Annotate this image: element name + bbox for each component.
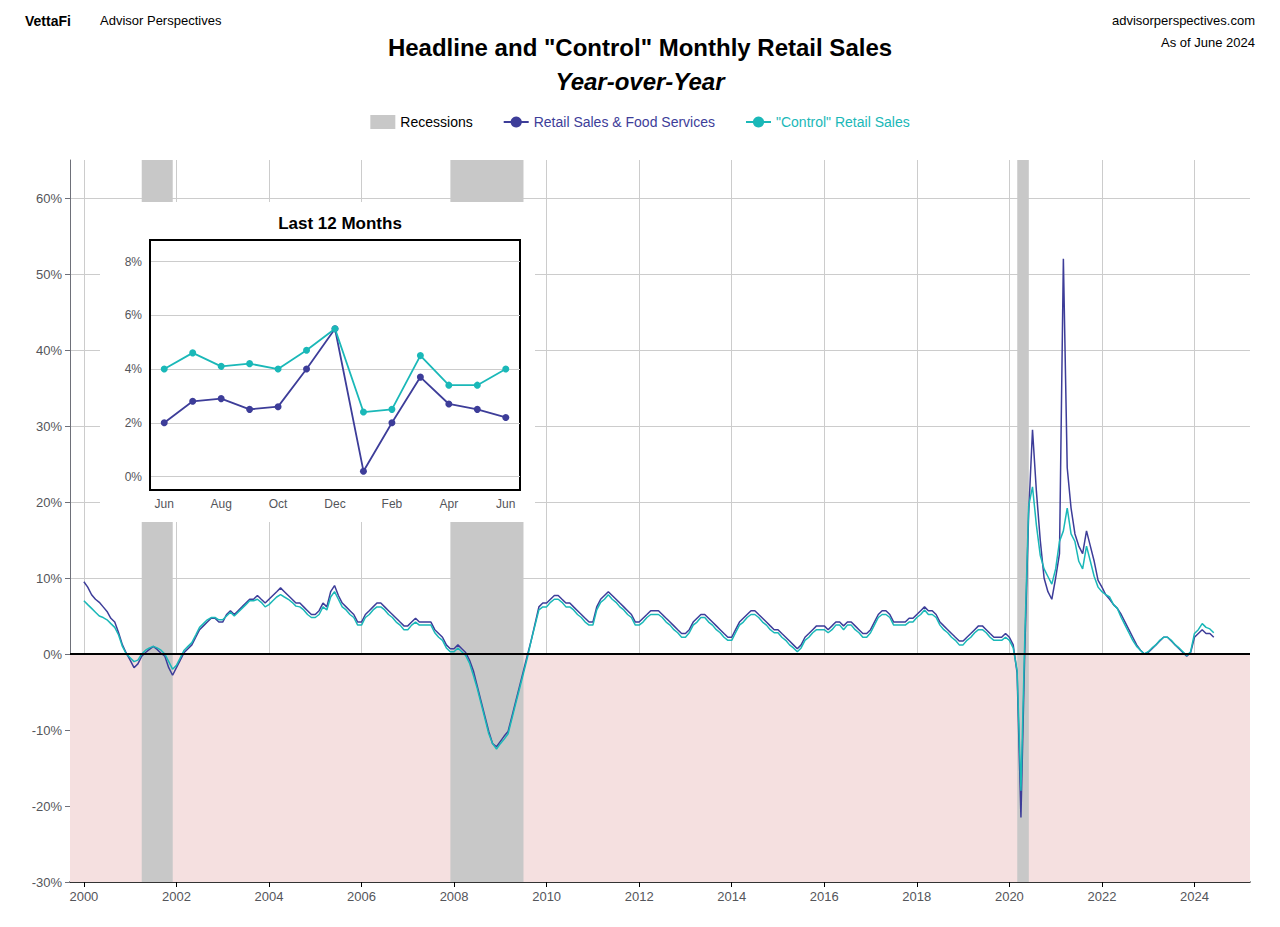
svg-text:Advisor Perspectives: Advisor Perspectives xyxy=(100,13,222,28)
svg-text:0%: 0% xyxy=(43,647,62,662)
svg-text:-10%: -10% xyxy=(32,723,63,738)
svg-text:2020: 2020 xyxy=(995,889,1024,904)
svg-text:40%: 40% xyxy=(36,343,62,358)
svg-text:2024: 2024 xyxy=(1180,889,1209,904)
svg-text:2022: 2022 xyxy=(1087,889,1116,904)
svg-text:Apr: Apr xyxy=(440,497,459,511)
svg-text:2%: 2% xyxy=(125,416,143,430)
svg-text:"Control" Retail Sales: "Control" Retail Sales xyxy=(776,114,910,130)
svg-text:2012: 2012 xyxy=(625,889,654,904)
svg-text:20%: 20% xyxy=(36,495,62,510)
svg-text:2004: 2004 xyxy=(255,889,284,904)
svg-text:Dec: Dec xyxy=(324,497,345,511)
svg-text:0%: 0% xyxy=(125,470,143,484)
svg-text:Feb: Feb xyxy=(382,497,403,511)
svg-text:50%: 50% xyxy=(36,267,62,282)
svg-text:Retail Sales & Food Services: Retail Sales & Food Services xyxy=(534,114,715,130)
svg-text:Oct: Oct xyxy=(269,497,288,511)
svg-text:2000: 2000 xyxy=(69,889,98,904)
svg-text:2014: 2014 xyxy=(717,889,746,904)
svg-text:2016: 2016 xyxy=(810,889,839,904)
svg-text:-30%: -30% xyxy=(32,875,63,890)
svg-text:2010: 2010 xyxy=(532,889,561,904)
svg-text:Last 12 Months: Last 12 Months xyxy=(278,214,402,233)
svg-text:As of June 2024: As of June 2024 xyxy=(1161,35,1255,50)
svg-text:2006: 2006 xyxy=(347,889,376,904)
svg-text:10%: 10% xyxy=(36,571,62,586)
svg-text:2002: 2002 xyxy=(162,889,191,904)
svg-text:Jun: Jun xyxy=(496,497,515,511)
svg-text:4%: 4% xyxy=(125,362,143,376)
svg-text:2008: 2008 xyxy=(440,889,469,904)
svg-text:60%: 60% xyxy=(36,191,62,206)
svg-text:VettaFi: VettaFi xyxy=(25,13,71,29)
svg-text:8%: 8% xyxy=(125,255,143,269)
svg-text:Jun: Jun xyxy=(155,497,174,511)
svg-text:-20%: -20% xyxy=(32,799,63,814)
svg-text:advisorperspectives.com: advisorperspectives.com xyxy=(1112,13,1255,28)
svg-text:2018: 2018 xyxy=(902,889,931,904)
svg-text:Recessions: Recessions xyxy=(400,114,472,130)
svg-text:Aug: Aug xyxy=(210,497,231,511)
svg-text:30%: 30% xyxy=(36,419,62,434)
svg-text:6%: 6% xyxy=(125,308,143,322)
svg-text:Year-over-Year: Year-over-Year xyxy=(556,68,727,95)
svg-text:Headline and "Control" Monthly: Headline and "Control" Monthly Retail Sa… xyxy=(388,34,892,61)
